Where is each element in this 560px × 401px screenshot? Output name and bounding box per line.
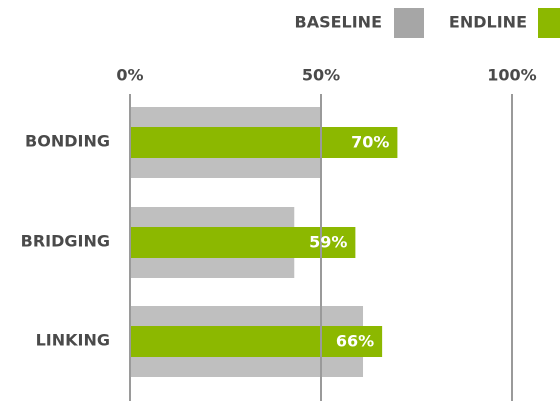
legend-swatch [394, 8, 424, 38]
data-label: 70% [351, 133, 389, 152]
category-label: BONDING [25, 132, 110, 151]
x-tick-label: 100% [487, 66, 536, 85]
x-tick-label: 50% [302, 66, 340, 85]
data-label: 59% [309, 233, 347, 252]
legend-label: BASELINE [295, 13, 383, 32]
category-label: LINKING [36, 331, 110, 350]
bar [130, 326, 383, 357]
legend-swatch [538, 8, 560, 38]
bar [130, 227, 356, 258]
x-tick-label: 0% [116, 66, 143, 85]
legend-label: ENDLINE [449, 13, 527, 32]
data-label: 66% [336, 332, 374, 351]
bar [130, 127, 398, 158]
category-label: BRIDGING [21, 232, 110, 251]
